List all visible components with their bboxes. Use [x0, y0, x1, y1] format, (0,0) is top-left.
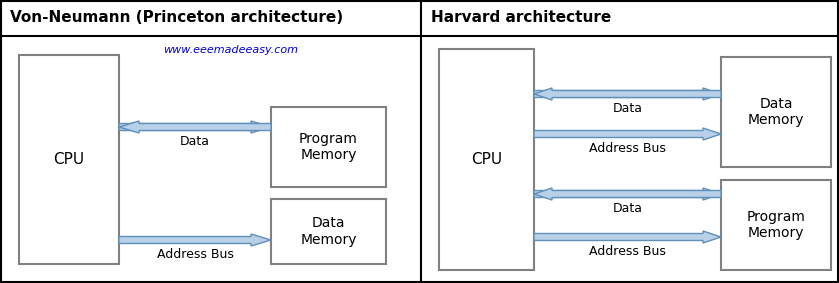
Text: Address Bus: Address Bus [589, 142, 666, 155]
FancyArrow shape [534, 188, 721, 200]
Text: www.eeemadeeasy.com: www.eeemadeeasy.com [164, 45, 299, 55]
Bar [19, 55, 119, 264]
FancyArrow shape [534, 231, 721, 243]
Text: Program
Memory: Program Memory [747, 210, 805, 240]
Text: Program
Memory: Program Memory [299, 132, 358, 162]
Bar [1, 1, 838, 36]
FancyArrow shape [534, 88, 721, 100]
Text: Harvard architecture: Harvard architecture [431, 10, 612, 25]
Text: Data: Data [612, 102, 643, 115]
Text: Data: Data [612, 202, 643, 215]
Text: Data
Memory: Data Memory [300, 216, 357, 246]
FancyArrow shape [534, 188, 721, 200]
FancyArrow shape [119, 121, 271, 133]
Text: Address Bus: Address Bus [589, 245, 666, 258]
FancyArrow shape [119, 121, 271, 133]
Text: Data: Data [180, 135, 210, 148]
Bar [439, 49, 534, 270]
Text: Von-Neumann (Princeton architecture): Von-Neumann (Princeton architecture) [10, 10, 343, 25]
FancyArrow shape [119, 234, 271, 246]
Bar [721, 180, 831, 270]
FancyArrow shape [534, 128, 721, 140]
Text: CPU: CPU [471, 152, 502, 167]
Text: Address Bus: Address Bus [157, 248, 233, 261]
Bar [271, 107, 386, 187]
Bar [271, 199, 386, 264]
Text: CPU: CPU [54, 152, 85, 167]
Text: Data
Memory: Data Memory [748, 97, 805, 127]
Bar [721, 57, 831, 167]
FancyArrow shape [534, 88, 721, 100]
